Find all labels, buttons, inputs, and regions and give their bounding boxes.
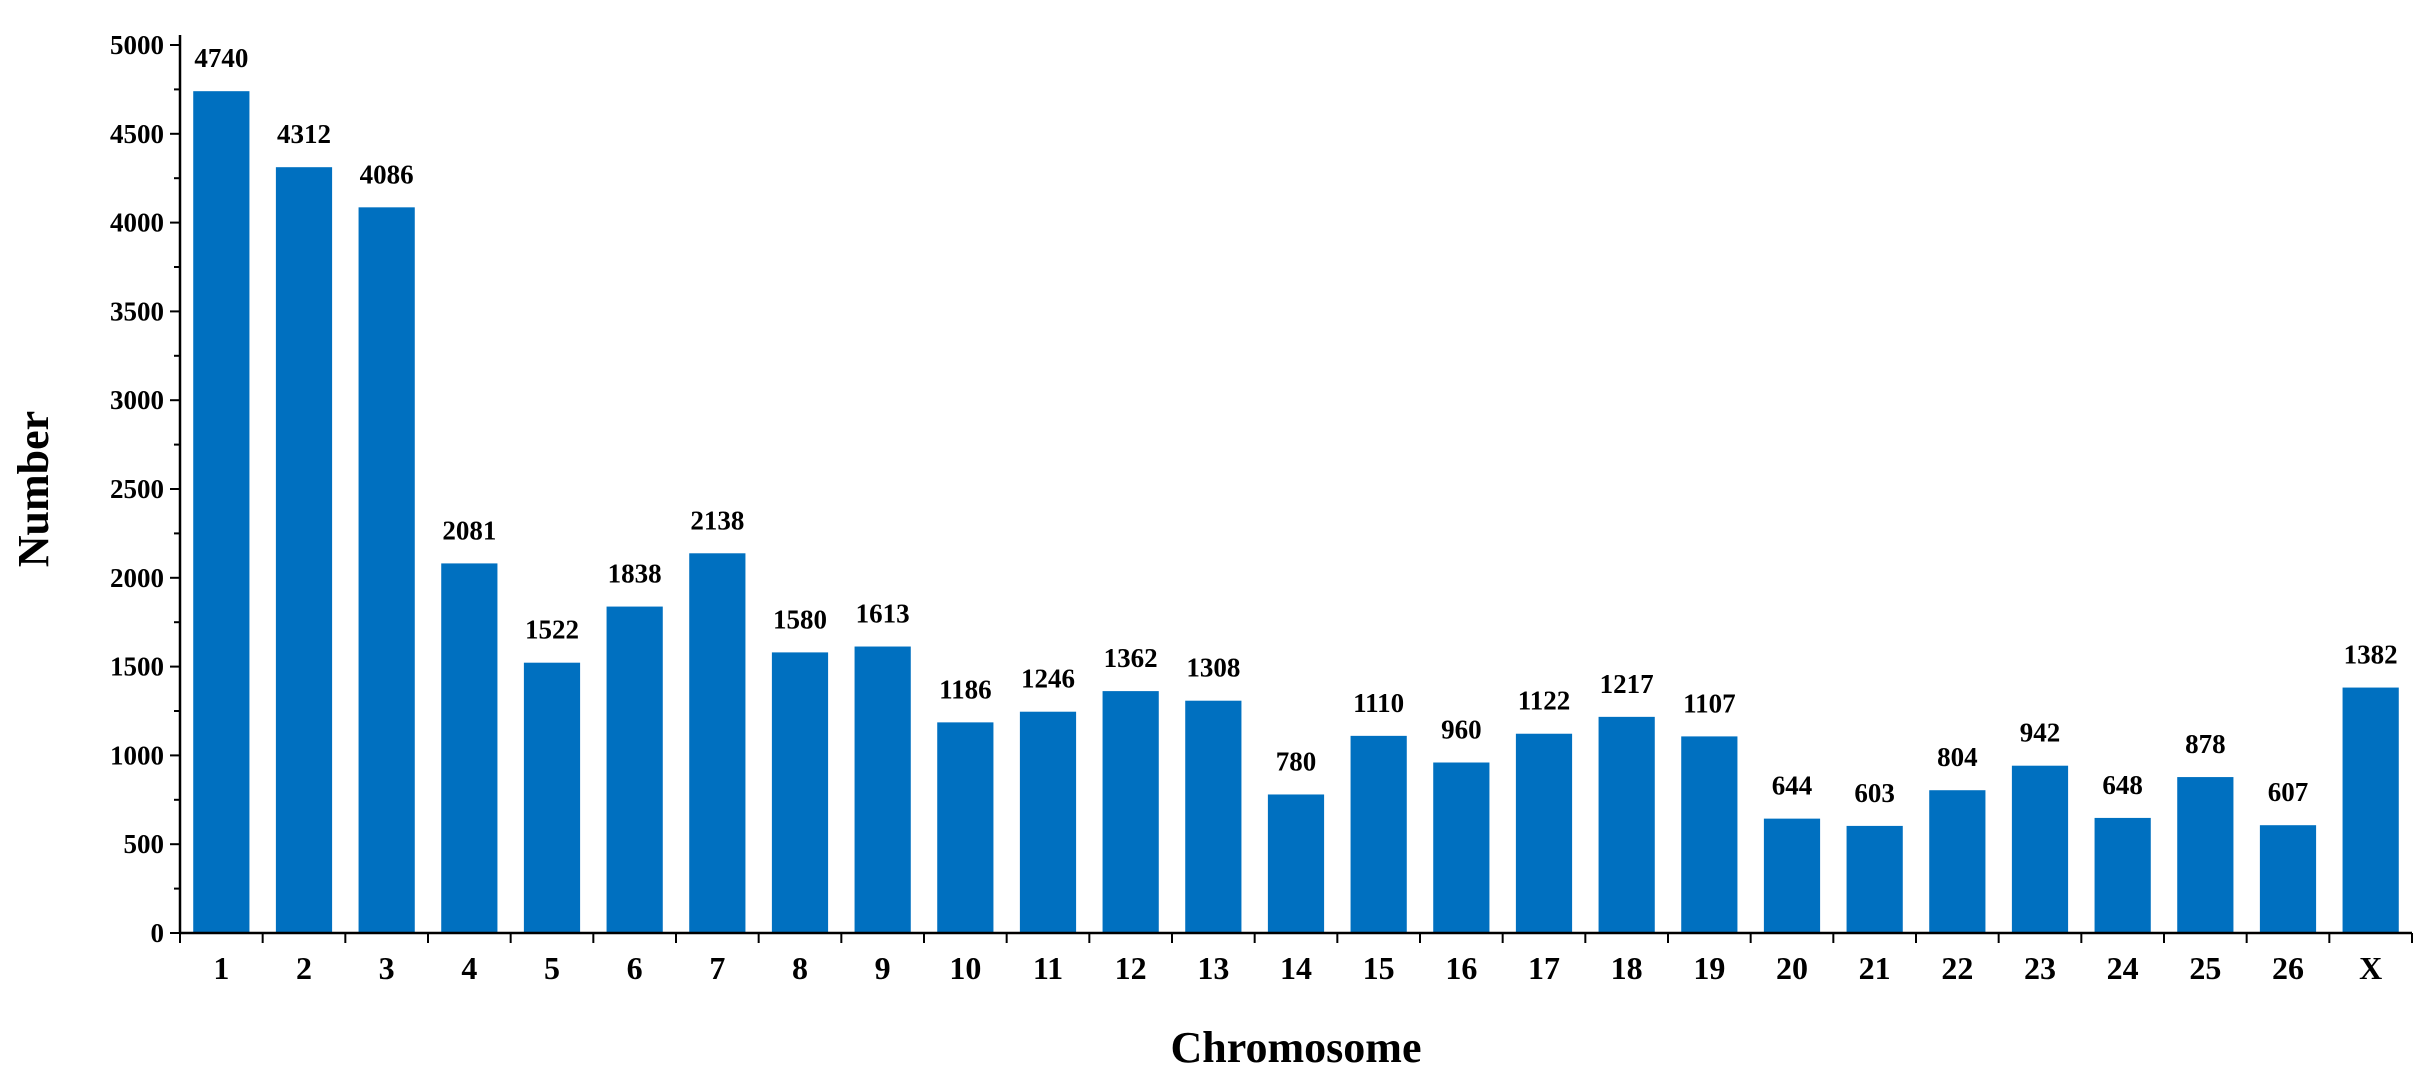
bar-8 — [771, 652, 829, 933]
data-label-15: 1110 — [1353, 688, 1404, 718]
data-label-3: 4086 — [360, 159, 414, 189]
x-tick-label-19: 19 — [1693, 950, 1725, 986]
x-tick-label-24: 24 — [2107, 950, 2139, 986]
data-label-10: 1186 — [939, 674, 992, 704]
x-tick-label-22: 22 — [1941, 950, 1973, 986]
bar-4 — [441, 563, 498, 933]
bar-26 — [2259, 825, 2317, 933]
x-tick-label-1: 1 — [213, 950, 229, 986]
x-tick-label-23: 23 — [2024, 950, 2056, 986]
data-label-14: 780 — [1276, 746, 1317, 776]
y-tick-label-4000: 4000 — [110, 208, 164, 238]
bar-X — [2342, 687, 2399, 933]
y-ticks-group: 0 500 1000 1500 2000 2500 3000 3500 4000 4500 5000 — [110, 30, 180, 948]
x-tick-label-9: 9 — [875, 950, 891, 986]
x-tick-label-25: 25 — [2189, 950, 2221, 986]
x-tick-label-15: 15 — [1363, 950, 1395, 986]
y-tick-label-3500: 3500 — [110, 296, 164, 326]
bar-9 — [854, 646, 911, 933]
x-tick-label-5: 5 — [544, 950, 560, 986]
data-label-2: 4312 — [277, 119, 331, 149]
bar-13 — [1185, 700, 1242, 933]
x-tick-label-14: 14 — [1280, 950, 1312, 986]
x-tick-label-11: 11 — [1033, 950, 1063, 986]
data-label-9: 1613 — [856, 599, 910, 629]
bar-19 — [1681, 736, 1738, 933]
x-ticks-group: 1 2 3 4 5 6 7 8 9 10 11 12 13 14 15 16 17 18 19 20 21 22 23 24 2… — [179, 933, 2413, 986]
bar-3 — [358, 207, 415, 933]
bar-18 — [1598, 716, 1655, 933]
bar-16 — [1433, 762, 1490, 933]
bar-22 — [1929, 790, 1986, 933]
data-label-16: 960 — [1441, 715, 1482, 745]
bar-5 — [523, 662, 581, 933]
x-axis-title: Chromosome — [1171, 1023, 1422, 1072]
x-tick-label-4: 4 — [461, 950, 477, 986]
data-label-13: 1308 — [1186, 653, 1240, 683]
bars-group — [193, 91, 2399, 934]
data-label-8: 1580 — [773, 604, 827, 634]
data-label-12: 1362 — [1104, 643, 1158, 673]
data-label-23: 942 — [2020, 718, 2061, 748]
x-tick-label-13: 13 — [1197, 950, 1229, 986]
y-tick-label-5000: 5000 — [110, 30, 164, 60]
data-label-7: 2138 — [690, 505, 744, 535]
bar-25 — [2177, 777, 2234, 933]
y-tick-label-2000: 2000 — [110, 563, 164, 593]
x-tick-label-20: 20 — [1776, 950, 1808, 986]
data-label-24: 648 — [2102, 770, 2143, 800]
x-tick-label-12: 12 — [1115, 950, 1147, 986]
y-tick-label-2500: 2500 — [110, 474, 164, 504]
y-tick-label-1500: 1500 — [110, 652, 164, 682]
bar-12 — [1102, 691, 1159, 933]
data-label-21: 603 — [1854, 778, 1895, 808]
data-label-5: 1522 — [525, 615, 579, 645]
x-tick-label-26: 26 — [2272, 950, 2304, 986]
y-tick-label-500: 500 — [124, 829, 165, 859]
x-tick-label-7: 7 — [709, 950, 725, 986]
data-label-20: 644 — [1772, 771, 1813, 801]
x-tick-label-21: 21 — [1859, 950, 1891, 986]
bar-15 — [1350, 735, 1407, 933]
x-tick-label-6: 6 — [627, 950, 643, 986]
data-label-4: 2081 — [442, 515, 496, 545]
data-label-19: 1107 — [1683, 688, 1736, 718]
data-label-6: 1838 — [608, 559, 662, 589]
bar-1 — [193, 91, 250, 934]
y-tick-label-3000: 3000 — [110, 385, 164, 415]
data-labels-group: 4740 4312 4086 2081 1522 1838 2138 1580 1613 1186… — [194, 43, 2397, 808]
bar-2 — [275, 167, 333, 933]
data-label-18: 1217 — [1600, 669, 1654, 699]
data-label-22: 804 — [1937, 742, 1978, 772]
data-label-11: 1246 — [1021, 664, 1075, 694]
y-tick-label-4500: 4500 — [110, 119, 164, 149]
bar-11 — [1019, 711, 1077, 933]
bar-6 — [606, 606, 663, 933]
x-tick-label-17: 17 — [1528, 950, 1560, 986]
bar-23 — [2011, 765, 2069, 933]
bar-20 — [1763, 818, 1821, 933]
bar-24 — [2094, 817, 2151, 933]
bar-14 — [1267, 794, 1325, 933]
x-tick-label-X: X — [2359, 950, 2382, 986]
x-tick-label-3: 3 — [379, 950, 395, 986]
data-label-1: 4740 — [194, 43, 248, 73]
x-tick-label-10: 10 — [949, 950, 981, 986]
bar-7 — [689, 553, 746, 933]
data-label-X: 1382 — [2344, 640, 2398, 670]
bar-17 — [1515, 733, 1573, 933]
data-label-25: 878 — [2185, 729, 2226, 759]
data-label-17: 1122 — [1518, 686, 1571, 716]
y-axis-title: Number — [9, 411, 58, 567]
y-tick-label-1000: 1000 — [110, 740, 164, 770]
x-tick-label-2: 2 — [296, 950, 312, 986]
data-label-26: 607 — [2268, 777, 2309, 807]
x-tick-label-8: 8 — [792, 950, 808, 986]
x-tick-label-16: 16 — [1445, 950, 1477, 986]
bar-10 — [937, 722, 994, 933]
x-tick-label-18: 18 — [1611, 950, 1643, 986]
bar-21 — [1846, 825, 1903, 933]
y-tick-label-0: 0 — [151, 918, 165, 948]
